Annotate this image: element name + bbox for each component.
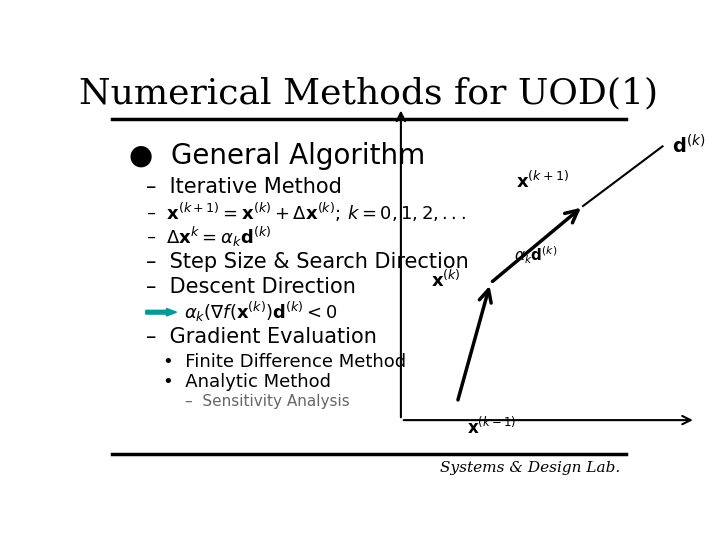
Text: –  Gradient Evaluation: – Gradient Evaluation: [145, 327, 377, 347]
Text: –  Iterative Method: – Iterative Method: [145, 178, 342, 198]
Text: •  Finite Difference Method: • Finite Difference Method: [163, 353, 405, 371]
Text: Systems & Design Lab.: Systems & Design Lab.: [440, 461, 620, 475]
Text: $\mathbf{d}^{(k)}$: $\mathbf{d}^{(k)}$: [672, 135, 706, 158]
FancyArrow shape: [145, 308, 176, 316]
Text: $\mathbf{x}^{(k)}$: $\mathbf{x}^{(k)}$: [431, 269, 461, 291]
Text: $\alpha_k(\nabla f(\mathbf{x}^{(k)})\mathbf{d}^{(k)} < 0$: $\alpha_k(\nabla f(\mathbf{x}^{(k)})\mat…: [184, 300, 337, 325]
Text: –  Sensitivity Analysis: – Sensitivity Analysis: [185, 394, 350, 409]
Text: –  $\Delta\mathbf{x}^k = \alpha_k\mathbf{d}^{(k)}$: – $\Delta\mathbf{x}^k = \alpha_k\mathbf{…: [145, 225, 271, 249]
Text: ●  General Algorithm: ● General Algorithm: [129, 142, 426, 170]
Text: $\mathbf{x}^{(k-1)}$: $\mathbf{x}^{(k-1)}$: [467, 416, 516, 438]
Text: –  $\mathbf{x}^{(k+1)} = \mathbf{x}^{(k)} + \Delta\mathbf{x}^{(k)};\, k=0,1,2,..: – $\mathbf{x}^{(k+1)} = \mathbf{x}^{(k)}…: [145, 201, 466, 224]
Text: Numerical Methods for UOD(1): Numerical Methods for UOD(1): [79, 77, 659, 111]
Text: $\alpha_k \mathbf{d}^{(k)}$: $\alpha_k \mathbf{d}^{(k)}$: [513, 245, 557, 266]
Text: –  Step Size & Search Direction: – Step Size & Search Direction: [145, 252, 469, 272]
Text: –  Descent Direction: – Descent Direction: [145, 277, 356, 297]
Text: $\mathbf{x}^{(k+1)}$: $\mathbf{x}^{(k+1)}$: [516, 171, 570, 192]
Text: •  Analytic Method: • Analytic Method: [163, 373, 330, 391]
